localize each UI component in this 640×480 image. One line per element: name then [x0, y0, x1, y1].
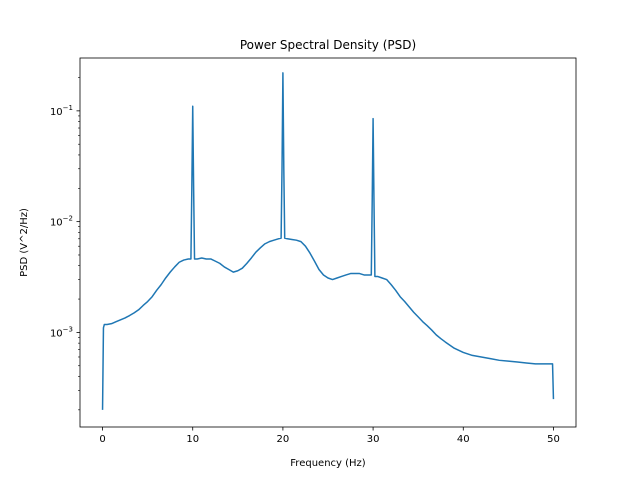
y-axis-label: PSD (V^2/Hz)	[19, 208, 30, 277]
x-tick-label: 50	[547, 434, 560, 445]
x-axis-ticks: 0 10 20 30 40 50	[99, 427, 560, 445]
y-tick-label-base: 10	[50, 107, 63, 118]
y-tick-label: 10−1	[50, 104, 73, 118]
x-tick-label: 30	[367, 434, 380, 445]
x-tick-label: 20	[277, 434, 290, 445]
chart-title: Power Spectral Density (PSD)	[240, 38, 416, 52]
y-tick-label-exponent: −3	[63, 325, 73, 333]
x-tick-label: 10	[186, 434, 199, 445]
x-tick-label: 0	[99, 434, 105, 445]
psd-series-line	[101, 72, 555, 410]
y-tick-label: 10−2	[50, 215, 73, 229]
axes-frame	[79, 57, 577, 428]
y-tick-label: 10−3	[50, 325, 73, 339]
y-tick-label-base: 10	[50, 328, 63, 339]
x-tick-label: 40	[457, 434, 470, 445]
x-axis-label: Frequency (Hz)	[290, 458, 366, 469]
y-tick-label-exponent: −2	[63, 215, 73, 223]
y-tick-label-base: 10	[50, 218, 63, 229]
y-tick-label-exponent: −1	[63, 104, 73, 112]
plot-area	[101, 72, 555, 410]
